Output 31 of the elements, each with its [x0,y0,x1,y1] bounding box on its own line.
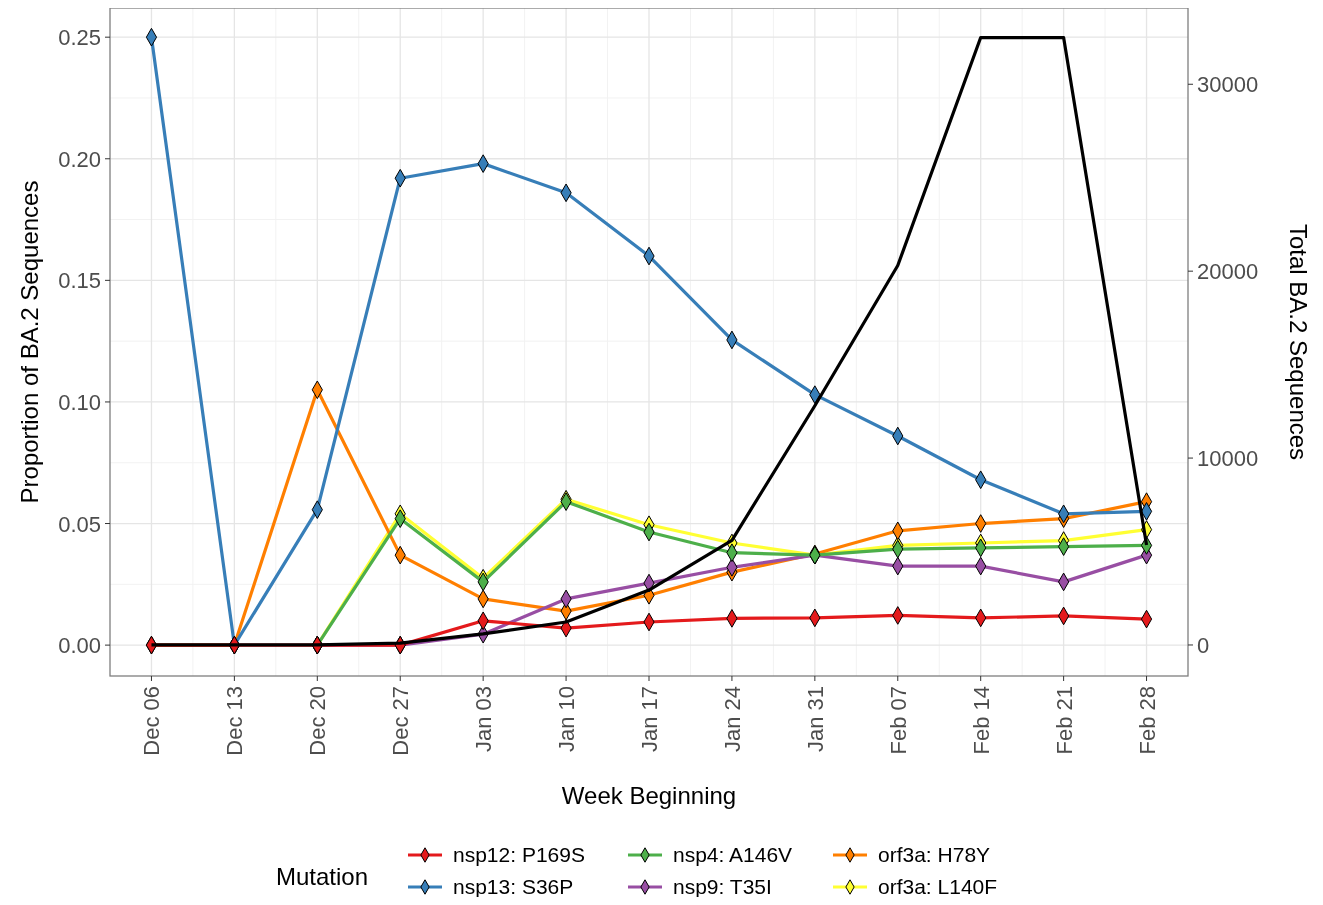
x-tick-label: Feb 21 [1051,686,1077,755]
x-tick-label: Jan 31 [802,686,828,753]
y-tick-label: 0.15 [58,268,101,294]
y2-tick-label: 0 [1197,632,1210,658]
y-tick-label: 0.20 [58,146,101,172]
legend-label: nsp12: P169S [453,843,585,866]
x-tick-label: Dec 27 [388,686,414,756]
y-tick-label: 0.10 [58,389,101,415]
x-tick-label: Feb 14 [968,686,994,755]
legend-label: orf3a: L140F [878,875,998,898]
y2-axis-title: Total BA.2 Sequences [1285,223,1312,461]
x-axis-title: Week Beginning [561,782,737,809]
y2-tick-label: 10000 [1197,446,1259,472]
x-tick-label: Feb 28 [1134,686,1160,755]
legend-title: Mutation [276,863,369,890]
legend-label: nsp4: A146V [673,843,793,866]
y-tick-label: 0.05 [58,511,101,537]
y2-tick-label: 20000 [1197,259,1259,285]
x-tick-label: Feb 07 [885,686,911,755]
x-tick-label: Jan 24 [719,686,745,753]
x-tick-label: Dec 06 [139,686,165,756]
x-tick-label: Jan 10 [554,686,580,753]
legend-label: orf3a: H78Y [878,843,991,866]
y2-tick-label: 30000 [1197,72,1259,98]
y-tick-label: 0.00 [58,633,101,659]
x-tick-label: Jan 03 [471,686,497,753]
y-axis-title: Proportion of BA.2 Sequences [16,180,43,504]
x-tick-label: Jan 17 [637,686,662,753]
y-tick-label: 0.25 [58,25,101,51]
x-tick-label: Dec 20 [305,686,331,756]
x-tick-label: Dec 13 [222,686,248,756]
